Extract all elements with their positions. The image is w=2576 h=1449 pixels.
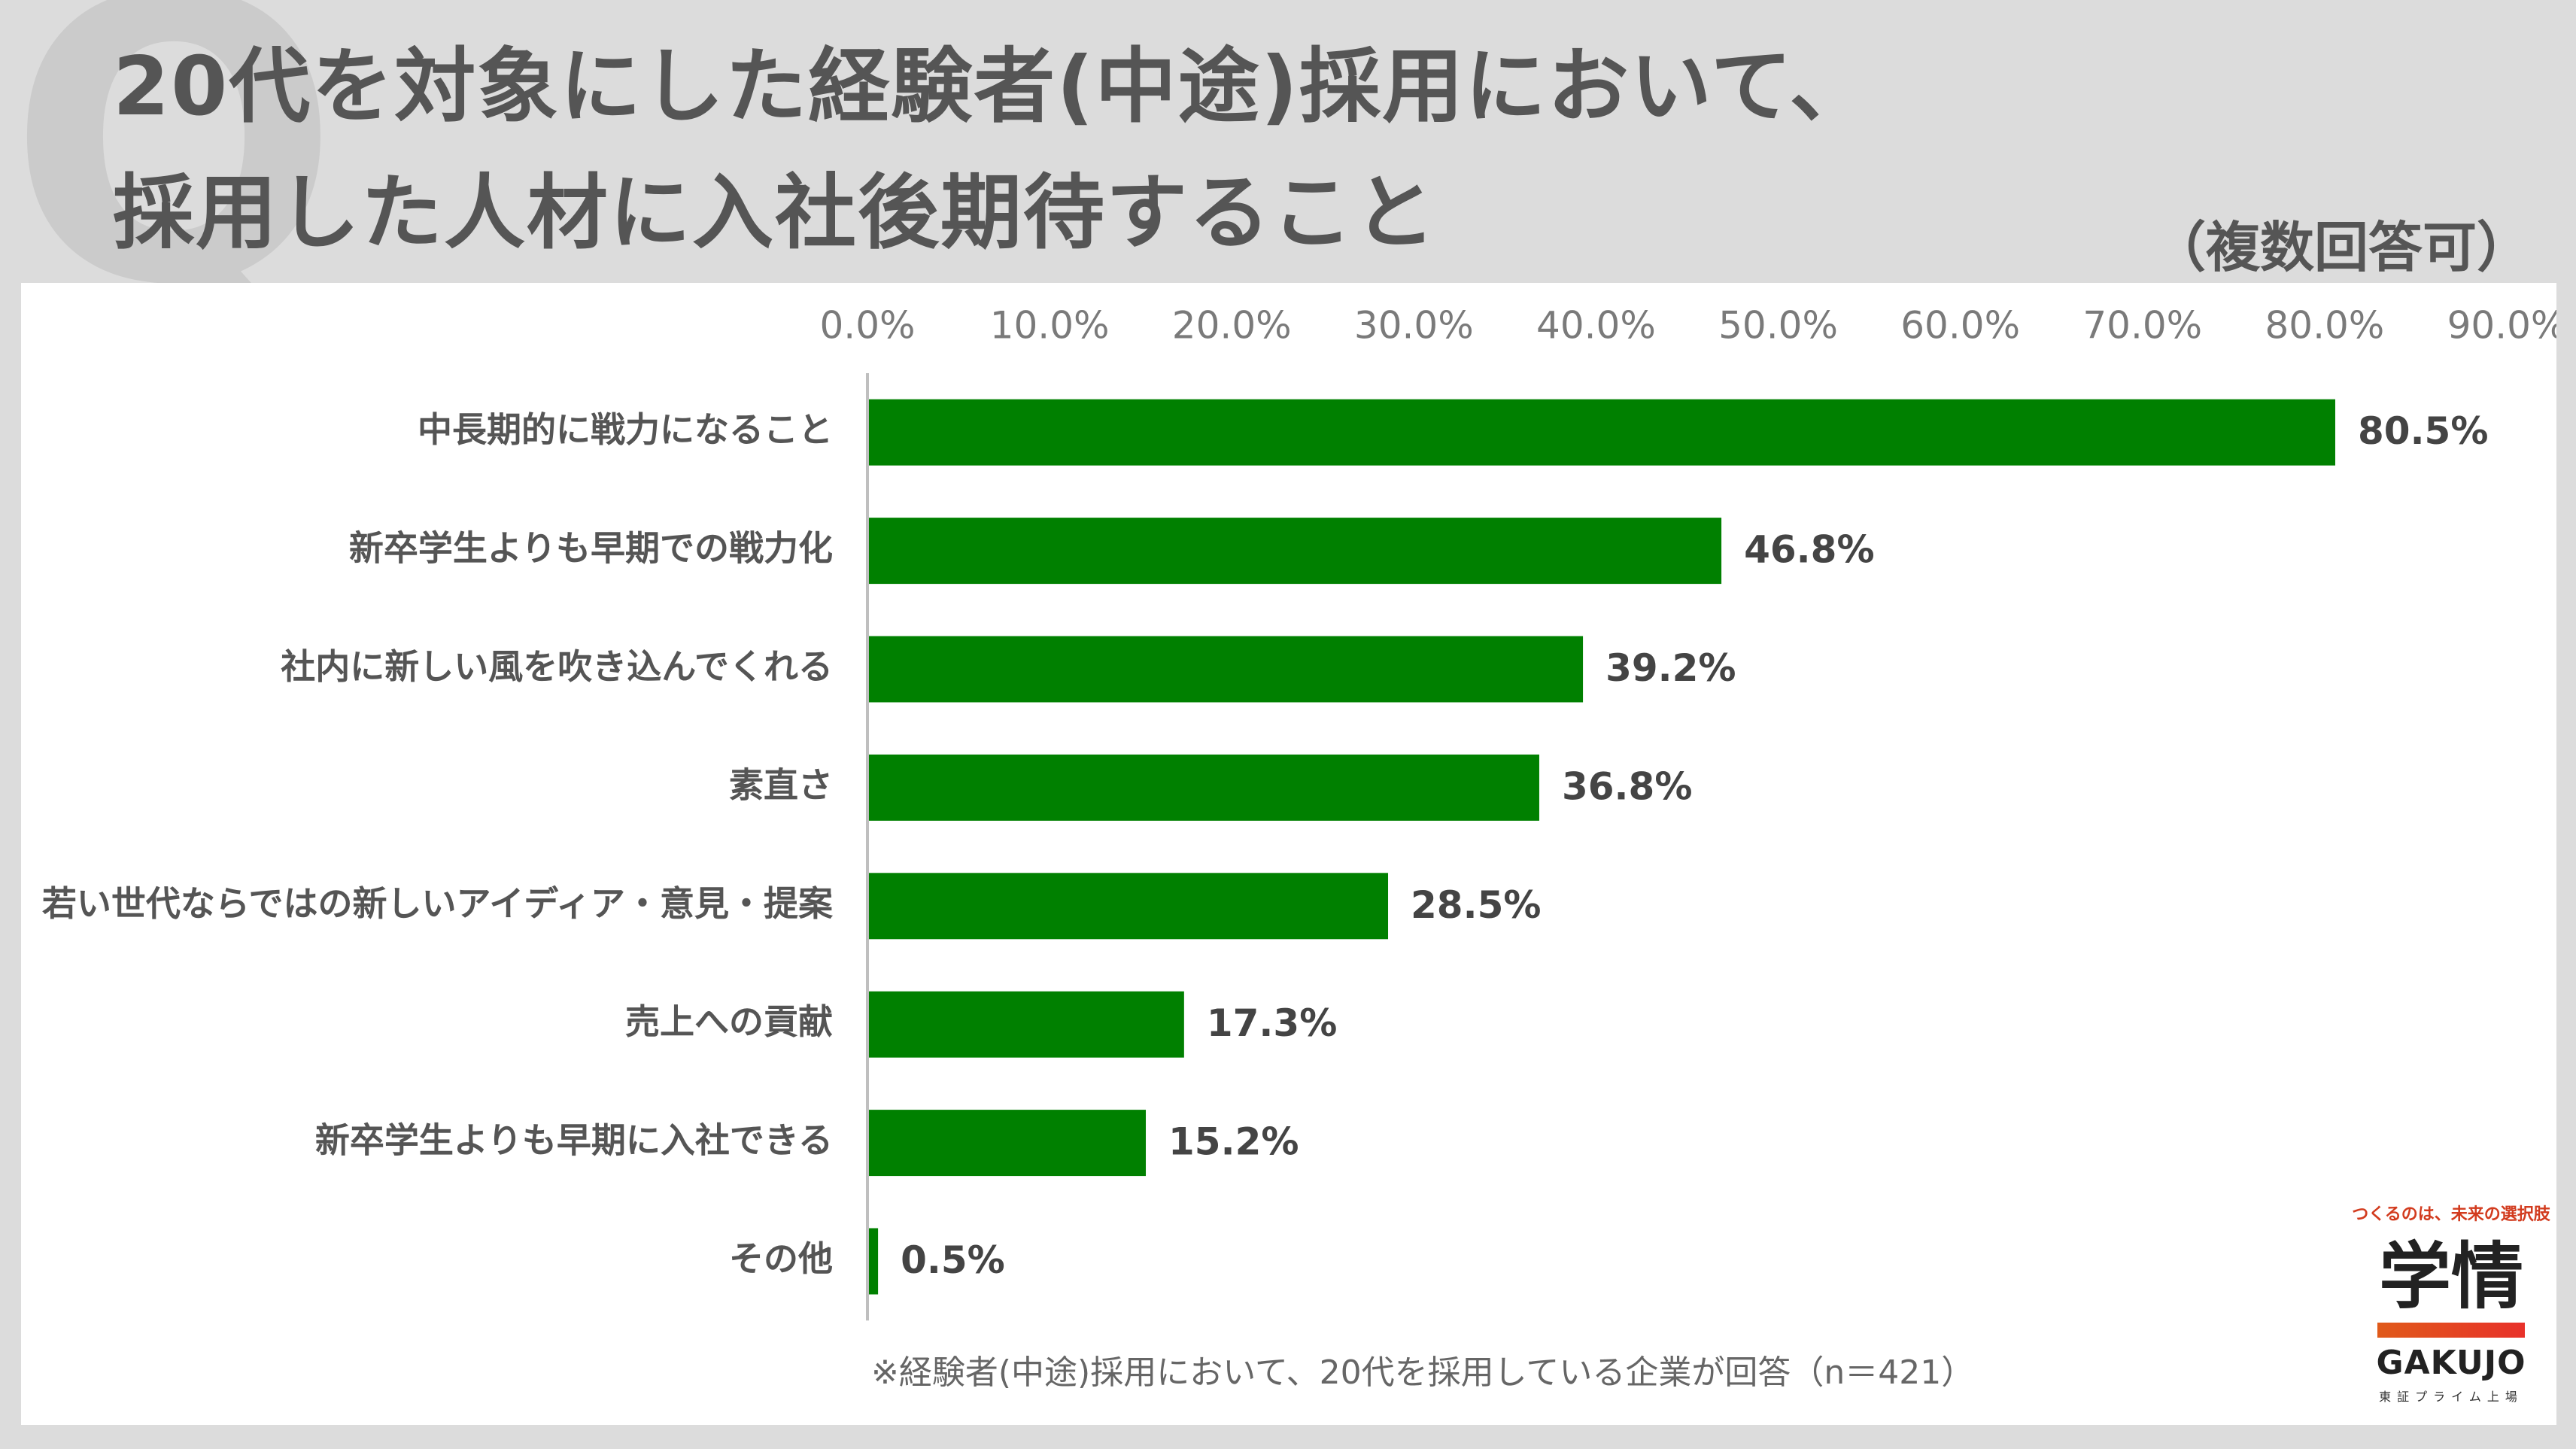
logo-tagline: つくるのは、未来の選択肢 bbox=[2352, 1205, 2550, 1224]
value-label: 80.5% bbox=[2358, 409, 2488, 453]
category-label: その他 bbox=[729, 1238, 833, 1279]
bar bbox=[869, 636, 1584, 703]
bar bbox=[869, 518, 1722, 585]
logo-mark: 学情 bbox=[2379, 1235, 2523, 1319]
x-tick-label: 90.0% bbox=[2447, 304, 2556, 348]
logo-subtext: 東証プライム上場 bbox=[2379, 1390, 2523, 1404]
bar bbox=[869, 399, 2335, 466]
x-tick-label: 40.0% bbox=[1536, 304, 1656, 348]
title-line-1: 20代を対象にした経験者(中途)採用において、 bbox=[113, 40, 1873, 134]
category-label: 新卒学生よりも早期に入社できる bbox=[315, 1120, 833, 1161]
bar-chart: 0.0% 10.0% 20.0% 30.0% 40.0% 50.0% 60.0% 70.0% 8… bbox=[42, 304, 2556, 1321]
category-label: 新卒学生よりも早期での戦力化 bbox=[349, 528, 833, 569]
x-tick-label: 20.0% bbox=[1172, 304, 1292, 348]
logo-stripe bbox=[2377, 1323, 2525, 1338]
bar bbox=[869, 1228, 879, 1295]
chart-panel: 0.0% 10.0% 20.0% 30.0% 40.0% 50.0% 60.0% 70.0% 8… bbox=[21, 283, 2556, 1425]
x-tick-label: 70.0% bbox=[2082, 304, 2202, 348]
x-tick-label: 30.0% bbox=[1354, 304, 1474, 348]
gakujo-logo: つくるのは、未来の選択肢 学情 GAKUJO 東証プライム上場 bbox=[2338, 1201, 2564, 1411]
title-line-2: 採用した人材に入社後期待すること bbox=[113, 166, 1438, 260]
bar bbox=[869, 991, 1184, 1058]
footnote: ※経験者(中途)採用において、20代を採用している企業が回答（n＝421） bbox=[871, 1353, 1975, 1392]
bar bbox=[869, 754, 1539, 821]
value-label: 0.5% bbox=[901, 1238, 1005, 1282]
category-label: 社内に新しい風を吹き込んでくれる bbox=[281, 646, 833, 687]
category-label: 素直さ bbox=[729, 764, 833, 805]
x-tick-label: 60.0% bbox=[1900, 304, 2020, 348]
bar bbox=[869, 1110, 1147, 1177]
x-tick-label: 10.0% bbox=[990, 304, 1110, 348]
bar bbox=[869, 873, 1389, 940]
x-tick-label: 80.0% bbox=[2265, 304, 2384, 348]
value-label: 46.8% bbox=[1744, 528, 1874, 572]
value-label: 39.2% bbox=[1605, 646, 1736, 690]
multiple-answer-note: （複数回答可） bbox=[2151, 216, 2531, 279]
value-label: 36.8% bbox=[1562, 764, 1692, 808]
category-label: 中長期的に戦力になること bbox=[418, 409, 833, 450]
value-label: 28.5% bbox=[1411, 883, 1541, 927]
q-watermark: Q bbox=[8, 0, 341, 371]
value-label: 17.3% bbox=[1207, 1001, 1337, 1045]
category-label: 売上への貢献 bbox=[625, 1001, 833, 1042]
page-title: 20代を対象にした経験者(中途)採用において、 採用した人材に入社後期待すること bbox=[113, 24, 1872, 277]
value-label: 15.2% bbox=[1168, 1120, 1299, 1164]
x-tick-label: 50.0% bbox=[1718, 304, 1838, 348]
category-label: 若い世代ならではの新しいアイディア・意見・提案 bbox=[42, 883, 834, 924]
logo-brand: GAKUJO bbox=[2376, 1344, 2526, 1382]
x-tick-label: 0.0% bbox=[819, 304, 915, 348]
